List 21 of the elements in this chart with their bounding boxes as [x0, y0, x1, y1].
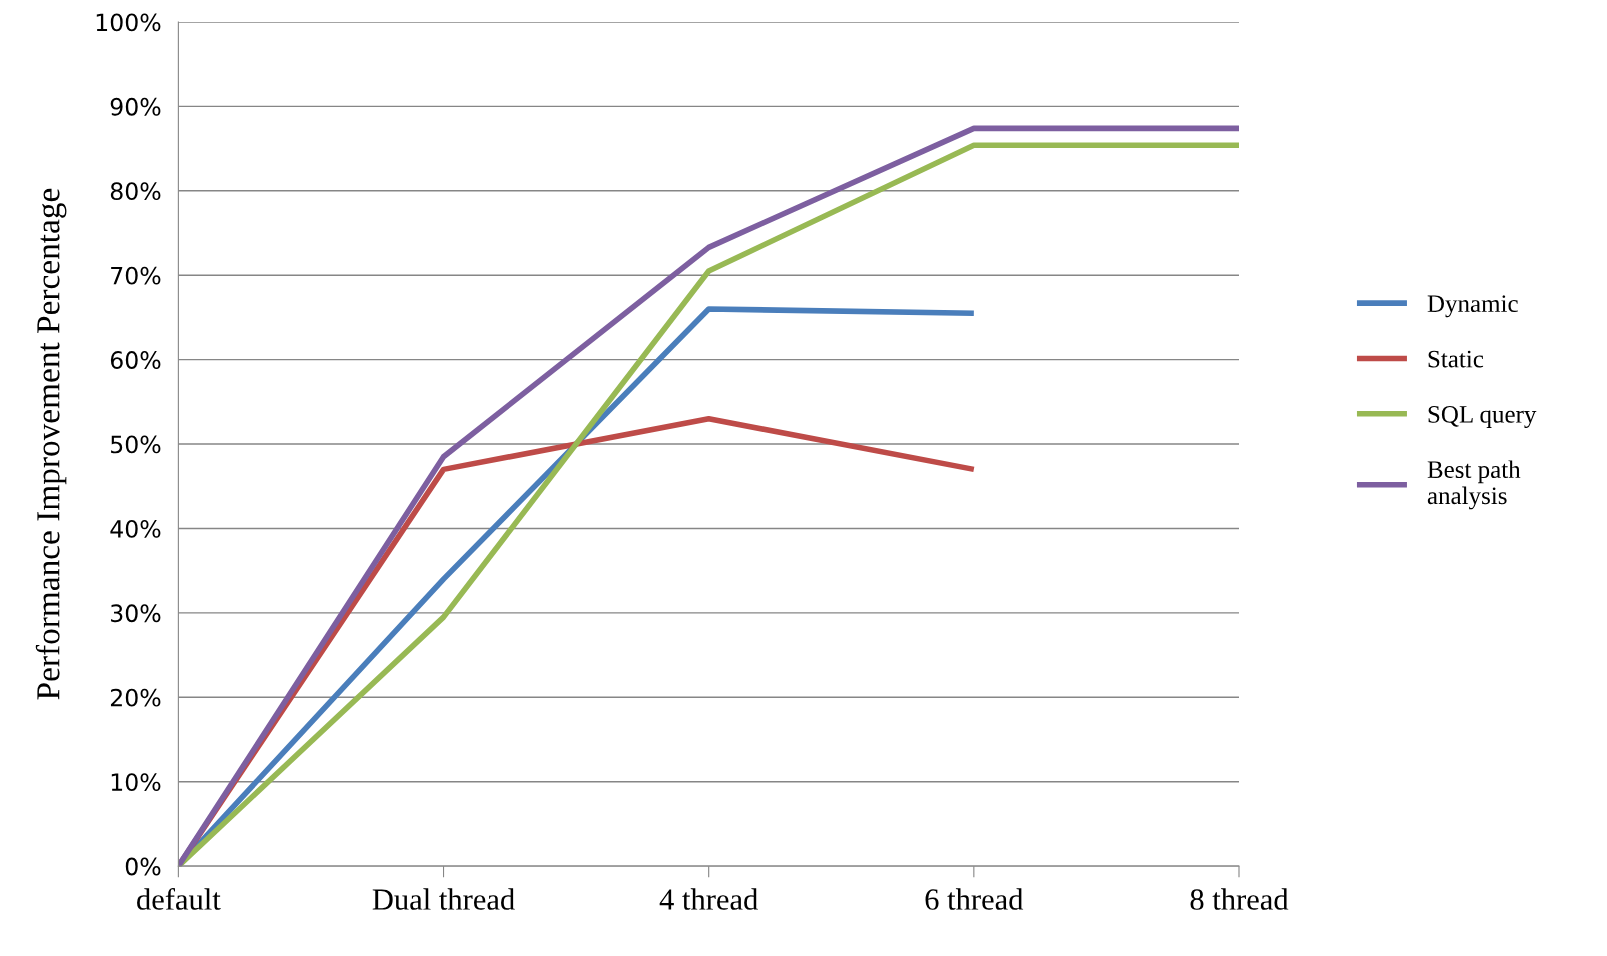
- x-tick-label: default: [137, 888, 221, 910]
- y-tick-label: 90%: [110, 97, 161, 116]
- y-tick-label: 80%: [110, 182, 161, 201]
- y-axis-title: Performance Improvement Percentage: [35, 188, 67, 700]
- x-tick-label: 4 thread: [659, 888, 758, 910]
- y-tick-label: 0%: [125, 857, 161, 876]
- legend-label: SQL query: [1428, 406, 1537, 428]
- y-tick-label: 10%: [111, 773, 161, 792]
- y-tick-label: 50%: [111, 435, 161, 454]
- y-tick-label: 20%: [110, 688, 161, 707]
- x-tick-label: 8 thread: [1190, 888, 1289, 910]
- legend-label: Static: [1428, 350, 1484, 368]
- y-tick-label: 100%: [96, 13, 161, 32]
- legend-label: Dynamic: [1427, 295, 1518, 318]
- x-tick-label: 6 thread: [925, 888, 1024, 910]
- x-tick-label: Dual thread: [372, 888, 515, 910]
- y-tick-label: 60%: [110, 351, 161, 369]
- y-tick-label: 30%: [111, 604, 161, 623]
- legend-label: Best path analysis: [1427, 460, 1521, 510]
- y-tick-label: 70%: [111, 266, 161, 285]
- y-tick-label: 40%: [110, 519, 161, 538]
